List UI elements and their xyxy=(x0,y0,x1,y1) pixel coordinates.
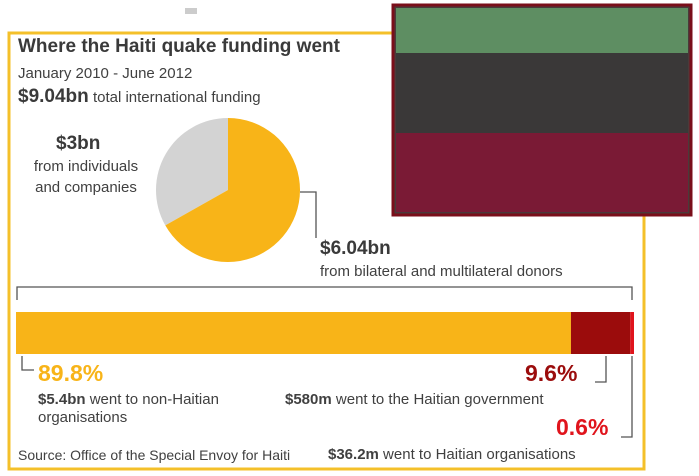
description: went to Haitian organisations xyxy=(383,446,576,463)
bar-segment xyxy=(570,312,631,354)
slice-label: from individuals and companies xyxy=(33,158,139,196)
source: Source: Office of the Special Envoy for … xyxy=(18,447,291,463)
pie-slice xyxy=(156,118,228,226)
total: $9.04bn total international funding xyxy=(18,86,261,107)
bar-segment xyxy=(630,312,634,354)
pie-slice xyxy=(165,118,300,262)
amount: $5.4bn xyxy=(38,391,86,408)
description: went to the Haitian government xyxy=(335,391,544,408)
bar-value-label: 9.6% xyxy=(525,360,578,386)
slice-label: from bilateral and multilateral donors xyxy=(320,263,563,280)
connectors xyxy=(16,191,633,438)
photo xyxy=(391,3,693,217)
bar-value-label: 0.6% xyxy=(556,414,609,440)
bar-description: $36.2m went to Haitian organisations xyxy=(328,446,576,464)
description: went to non-Haitian organisations xyxy=(38,391,219,426)
bar-value-label: 89.8% xyxy=(38,360,104,386)
bar-description: $5.4bn went to non-Haitian organisations xyxy=(38,391,238,427)
bar-segment xyxy=(16,312,571,354)
amount: $580m xyxy=(285,391,332,408)
bar-description: $580m went to the Haitian government xyxy=(285,391,544,409)
frame xyxy=(7,31,646,471)
subtitle: January 2010 - June 2012 xyxy=(18,65,193,82)
amount: $36.2m xyxy=(328,446,379,463)
slice-value: $3bn xyxy=(56,133,101,154)
title: Where the Haiti quake funding went xyxy=(18,36,340,57)
slice-value: $6.04bn xyxy=(320,238,391,259)
decoration xyxy=(185,8,197,14)
total-text: total international funding xyxy=(92,89,261,106)
total-value: $9.04bn xyxy=(18,86,89,107)
